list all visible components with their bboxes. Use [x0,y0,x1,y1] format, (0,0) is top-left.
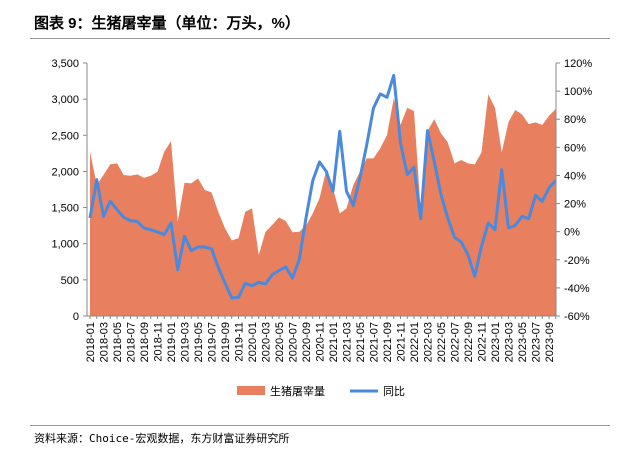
x-tick-label: 2022-05 [436,322,448,362]
x-tick-label: 2018-07 [126,322,138,362]
x-tick-label: 2019-09 [220,322,232,362]
x-tick-label: 2021-05 [355,322,367,362]
x-tick-label: 2018-01 [85,322,97,362]
x-tick-label: 2022-09 [463,322,475,362]
x-tick-label: 2019-05 [193,322,205,362]
right-tick-label: 60% [564,142,586,154]
x-tick-label: 2022-01 [409,322,421,362]
title-divider [30,38,610,39]
x-tick-label: 2023-01 [490,322,502,362]
x-tick-label: 2023-03 [504,322,516,362]
x-tick-label: 2020-01 [247,322,259,362]
left-tick-label: 2,500 [51,130,79,142]
legend-label-yoy: 同比 [383,385,405,398]
x-tick-label: 2022-07 [450,322,462,362]
right-tick-label: 80% [564,114,586,126]
x-tick-label: 2018-03 [99,322,111,362]
right-tick-label: -20% [564,255,590,267]
legend-label-slaughter: 生猪屠宰量 [270,384,325,398]
x-tick-label: 2023-07 [531,322,543,362]
x-tick-label: 2020-11 [315,322,327,362]
x-tick-label: 2021-03 [342,322,354,362]
chart-title: 图表 9：生猪屠宰量（单位：万头，%） [34,15,300,32]
x-tick-label: 2020-05 [274,322,286,362]
left-tick-label: 500 [61,275,79,287]
x-tick-label: 2021-07 [369,322,381,362]
right-tick-label: 40% [564,170,586,182]
left-tick-label: 2,000 [51,166,79,178]
x-tick-label: 2019-03 [180,322,192,362]
right-tick-label: 0% [564,227,580,239]
x-tick-label: 2021-09 [382,322,394,362]
right-tick-label: -40% [564,283,590,295]
x-tick-label: 2023-09 [544,322,556,362]
x-tick-label: 2023-05 [517,322,529,362]
right-tick-label: -60% [564,311,590,323]
x-tick-label: 2020-07 [288,322,300,362]
x-tick-label: 2020-09 [301,322,313,362]
x-tick-label: 2018-05 [112,322,124,362]
left-tick-label: 0 [73,311,79,323]
footer-divider [30,425,610,426]
source-note: 资料来源：Choice-宏观数据，东方财富证券研究所 [34,432,290,445]
left-tick-label: 3,500 [51,58,79,70]
x-tick-label: 2022-11 [477,322,489,362]
x-tick-label: 2022-03 [423,322,435,362]
x-tick-label: 2021-11 [396,322,408,362]
line-series-yoy [88,73,557,300]
left-tick-label: 1,000 [51,239,79,251]
x-tick-label: 2019-11 [234,322,246,362]
x-tick-label: 2019-07 [207,322,219,362]
right-tick-label: 20% [564,199,586,211]
legend-swatch-area [237,386,265,395]
x-tick-label: 2021-01 [328,322,340,362]
right-tick-label: 120% [564,58,592,70]
area-series-slaughter [90,94,556,316]
right-tick-label: 100% [564,86,592,98]
x-tick-label: 2018-11 [153,322,165,362]
left-tick-label: 1,500 [51,203,79,215]
x-tick-label: 2019-01 [166,322,178,362]
x-tick-label: 2018-09 [139,322,151,362]
x-tick-label: 2020-03 [261,322,273,362]
left-tick-label: 3,000 [51,94,79,106]
